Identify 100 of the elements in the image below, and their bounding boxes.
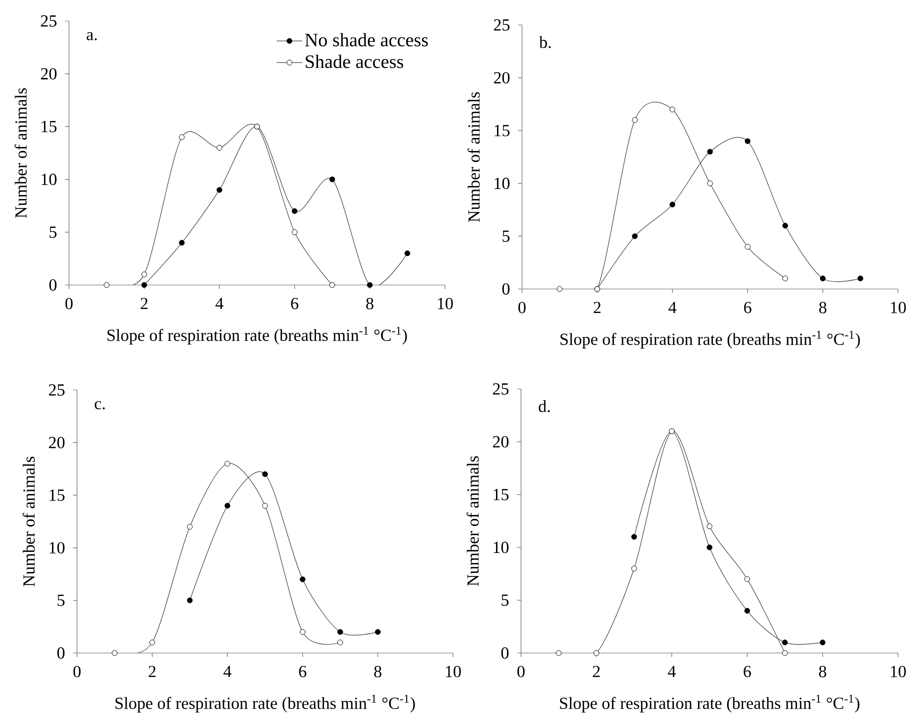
x-tick-label: 4 xyxy=(668,666,676,677)
y-tick-label: 0 xyxy=(502,283,510,295)
point xyxy=(594,650,600,656)
x-tick-label: 4 xyxy=(668,302,676,313)
point xyxy=(141,272,148,278)
y-axis-title: Number of animals xyxy=(22,456,35,586)
point xyxy=(670,202,676,208)
point xyxy=(300,629,306,635)
point xyxy=(262,471,268,478)
point xyxy=(216,187,222,193)
point xyxy=(329,282,336,288)
y-tick-label: 10 xyxy=(494,542,509,554)
point xyxy=(707,148,713,155)
point xyxy=(104,282,110,288)
point xyxy=(782,222,788,228)
point xyxy=(224,460,230,466)
y-tick-label: 25 xyxy=(494,19,510,31)
x-tick-label: 2 xyxy=(140,298,148,310)
x-tick-label: 8 xyxy=(366,298,374,310)
point xyxy=(262,502,268,509)
point xyxy=(706,523,712,530)
point xyxy=(337,629,344,635)
point xyxy=(744,244,750,250)
point xyxy=(632,233,638,240)
x-axis-title: Slope of respiration rate (breaths min$^{-1}$ °C$^{-1}$) xyxy=(560,330,860,348)
y-tick-label: 0 xyxy=(501,647,509,659)
point xyxy=(178,240,185,246)
x-tick-label: 0 xyxy=(73,666,81,678)
point xyxy=(858,276,864,282)
y-tick-label: 25 xyxy=(48,384,64,396)
x-tick-label: 6 xyxy=(291,298,298,310)
y-tick-label: 15 xyxy=(494,124,510,136)
legend-label: No shade access xyxy=(305,33,428,46)
point xyxy=(744,576,750,582)
y-tick-label: 25 xyxy=(40,15,56,27)
x-tick-label: 10 xyxy=(438,298,453,310)
x-axis-title: Slope of respiration rate (breaths min$^{-1}$ °C$^{-1}$) xyxy=(116,694,415,712)
x-tick-label: 10 xyxy=(891,666,906,678)
point xyxy=(631,534,637,540)
point xyxy=(744,138,750,144)
point xyxy=(631,566,637,572)
point xyxy=(820,276,826,282)
y-tick-label: 5 xyxy=(58,594,64,606)
point xyxy=(782,640,788,646)
y-tick-label: 10 xyxy=(494,178,510,190)
x-tick-label: 8 xyxy=(819,666,826,678)
point xyxy=(337,640,344,646)
point xyxy=(224,502,230,509)
x-tick-label: 4 xyxy=(223,666,232,677)
point xyxy=(782,276,788,282)
x-tick-label: 2 xyxy=(148,666,156,678)
chart-title: a. xyxy=(86,32,97,40)
x-tick-label: 10 xyxy=(891,302,906,314)
x-tick-label: 6 xyxy=(299,666,306,678)
point xyxy=(404,250,410,256)
y-tick-label: 20 xyxy=(494,72,510,84)
point xyxy=(186,598,193,604)
x-tick-label: 2 xyxy=(592,666,600,678)
y-tick-label: 20 xyxy=(48,436,65,448)
legend-label: Shade access xyxy=(306,54,404,68)
point xyxy=(706,544,712,550)
y-tick-label: 10 xyxy=(42,174,57,186)
x-tick-label: 4 xyxy=(215,298,224,309)
point xyxy=(670,106,676,112)
x-tick-label: 0 xyxy=(517,666,525,678)
point xyxy=(141,282,148,288)
point xyxy=(186,524,193,530)
x-tick-label: 0 xyxy=(65,298,73,310)
point xyxy=(292,208,298,214)
y-tick-label: 5 xyxy=(50,226,56,238)
y-tick-label: 20 xyxy=(40,68,57,80)
point xyxy=(744,608,750,614)
y-axis-title: Number of animals xyxy=(466,456,479,586)
point xyxy=(366,282,373,288)
y-tick-label: 15 xyxy=(50,490,64,501)
text: b. xyxy=(539,36,551,48)
x-tick-label: 8 xyxy=(374,666,382,678)
point xyxy=(782,650,788,656)
y-tick-label: 0 xyxy=(57,647,65,659)
x-tick-label: 6 xyxy=(744,666,751,678)
x-tick-label: 6 xyxy=(744,302,752,314)
point xyxy=(374,629,381,635)
y-axis-title: Number of animals xyxy=(14,88,27,218)
point xyxy=(556,650,562,656)
point xyxy=(556,286,562,292)
point xyxy=(178,134,185,140)
x-axis-title: Slope of respiration rate (breaths min$^{-1}$ °C$^{-1}$) xyxy=(108,326,407,344)
point xyxy=(632,117,638,123)
y-tick-label: 0 xyxy=(49,279,57,291)
point xyxy=(149,640,156,646)
point xyxy=(300,576,306,582)
x-tick-label: 10 xyxy=(446,666,461,678)
text: d. xyxy=(538,400,550,412)
point xyxy=(329,176,336,182)
point xyxy=(707,180,713,186)
x-tick-label: 2 xyxy=(594,302,601,314)
point xyxy=(292,229,298,236)
chart-title: c. xyxy=(94,401,105,410)
y-tick-label: 15 xyxy=(42,120,56,132)
y-tick-label: 20 xyxy=(492,436,509,448)
